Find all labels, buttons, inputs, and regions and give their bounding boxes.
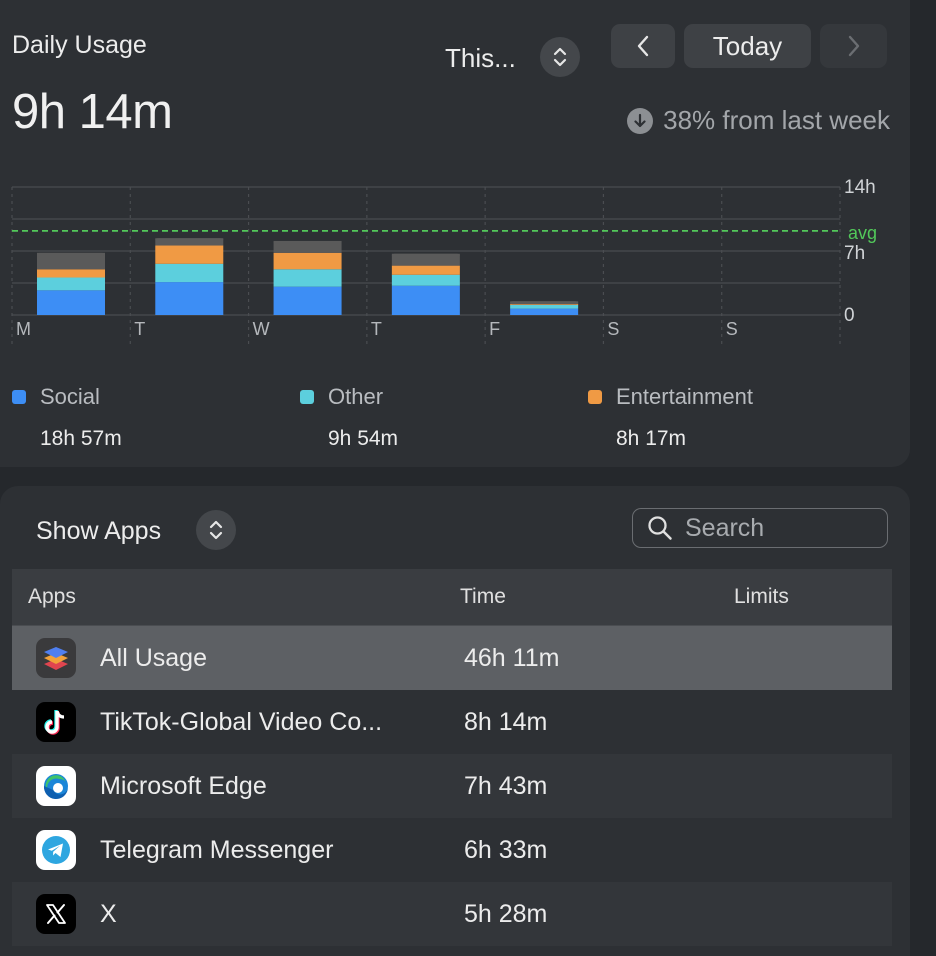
app-name: TikTok-Global Video Co... bbox=[100, 707, 383, 736]
legend-swatch-social bbox=[12, 390, 26, 404]
column-header-apps[interactable]: Apps bbox=[28, 585, 76, 608]
column-header-time[interactable]: Time bbox=[460, 585, 506, 608]
bar-segment bbox=[37, 269, 105, 278]
arrow-down-circle-icon bbox=[627, 107, 654, 134]
previous-button[interactable] bbox=[611, 24, 675, 68]
x-tick-label: T bbox=[371, 319, 382, 339]
apps-table: Apps Time Limits All Usage 46h 11m bbox=[12, 569, 892, 946]
search-box[interactable] bbox=[632, 508, 888, 548]
y-tick-label: 7h bbox=[844, 243, 865, 264]
bar-segment bbox=[391, 253, 460, 266]
x-tick-label: W bbox=[253, 319, 270, 339]
weekly-change-text: 38% from last week bbox=[663, 105, 890, 135]
x-tick-label: S bbox=[607, 319, 619, 339]
app-name: X bbox=[100, 899, 117, 928]
bar-segment bbox=[155, 263, 224, 283]
table-header: Apps Time Limits bbox=[12, 569, 892, 626]
bar-segment bbox=[155, 282, 224, 315]
bar-top-cap bbox=[273, 240, 342, 244]
legend-swatch-other bbox=[300, 390, 314, 404]
app-time: 46h 11m bbox=[464, 643, 560, 672]
legend-social: Social 18h 57m bbox=[12, 384, 122, 451]
bar-segment bbox=[155, 238, 224, 246]
legend-entertainment: Entertainment 8h 17m bbox=[588, 384, 753, 451]
legend-label-other: Other bbox=[328, 384, 384, 409]
total-usage: 9h 14m bbox=[12, 85, 173, 139]
search-input[interactable] bbox=[683, 512, 877, 544]
app-time: 6h 33m bbox=[464, 835, 548, 864]
column-header-limits[interactable]: Limits bbox=[734, 585, 789, 608]
show-apps-stepper-button[interactable] bbox=[196, 510, 236, 550]
bar-segment bbox=[37, 277, 105, 291]
bar-segment bbox=[510, 304, 579, 309]
bar-segment bbox=[510, 308, 579, 315]
x-tick-label: S bbox=[726, 319, 738, 339]
tiktok-icon bbox=[36, 702, 76, 742]
edge-icon bbox=[36, 766, 76, 806]
legend-label-entertainment: Entertainment bbox=[616, 384, 753, 409]
chevron-left-icon bbox=[637, 35, 649, 57]
y-tick-label: 14h bbox=[844, 177, 876, 198]
legend-value-other: 9h 54m bbox=[328, 427, 399, 450]
bar-segment bbox=[37, 252, 105, 270]
app-time: 5h 28m bbox=[464, 899, 548, 928]
chevron-up-down-icon bbox=[553, 47, 567, 67]
table-row-all-usage[interactable]: All Usage 46h 11m bbox=[12, 626, 892, 690]
legend-other: Other 9h 54m bbox=[300, 384, 398, 451]
page-title: Daily Usage bbox=[12, 31, 147, 59]
bar-segment bbox=[37, 290, 105, 315]
usage-summary-panel bbox=[0, 0, 910, 467]
x-tick-label: F bbox=[489, 319, 500, 339]
bar-top-cap bbox=[510, 301, 579, 305]
bar-top-cap bbox=[391, 253, 460, 257]
bar-segment bbox=[391, 265, 460, 275]
legend-label-social: Social bbox=[40, 384, 100, 409]
legend-swatch-entertainment bbox=[588, 390, 602, 404]
app-name: Microsoft Edge bbox=[100, 771, 267, 800]
table-row-telegram[interactable]: Telegram Messenger 6h 33m bbox=[12, 818, 892, 882]
next-button[interactable] bbox=[820, 24, 887, 68]
stack-icon bbox=[36, 638, 76, 678]
show-apps-label[interactable]: Show Apps bbox=[36, 517, 162, 545]
bar-segment bbox=[273, 240, 342, 253]
bar-segment bbox=[391, 274, 460, 286]
app-time: 7h 43m bbox=[464, 771, 548, 800]
table-row-x[interactable]: X 5h 28m bbox=[12, 882, 892, 946]
search-icon bbox=[648, 516, 672, 540]
legend-value-entertainment: 8h 17m bbox=[616, 427, 687, 450]
x-tick-label: T bbox=[134, 319, 145, 339]
legend-value-social: 18h 57m bbox=[40, 427, 122, 450]
bar-top-cap bbox=[155, 238, 224, 242]
y-tick-label: 0 bbox=[844, 305, 855, 326]
telegram-icon bbox=[36, 830, 76, 870]
bar-segment bbox=[273, 286, 342, 315]
x-icon bbox=[36, 894, 76, 934]
period-selector-label[interactable]: This... bbox=[445, 43, 516, 73]
bar-segment bbox=[273, 269, 342, 287]
bar-segment bbox=[510, 304, 579, 305]
app-name: All Usage bbox=[100, 643, 207, 672]
table-row-tiktok[interactable]: TikTok-Global Video Co... 8h 14m bbox=[12, 690, 892, 754]
x-tick-label: M bbox=[16, 319, 31, 339]
bar-segment bbox=[391, 285, 460, 315]
chevron-right-icon bbox=[848, 35, 859, 57]
table-row-edge[interactable]: Microsoft Edge 7h 43m bbox=[12, 754, 892, 818]
bar-top-cap bbox=[37, 252, 105, 256]
bar-segment bbox=[155, 245, 224, 264]
app-time: 8h 14m bbox=[464, 707, 548, 736]
bar-segment bbox=[273, 252, 342, 270]
chevron-up-down-icon bbox=[209, 520, 223, 540]
today-button[interactable]: Today bbox=[684, 24, 811, 68]
weekly-change: 38% from last week bbox=[627, 105, 890, 136]
app-name: Telegram Messenger bbox=[100, 835, 334, 864]
period-stepper-button[interactable] bbox=[540, 37, 580, 77]
average-label: avg bbox=[848, 223, 877, 243]
